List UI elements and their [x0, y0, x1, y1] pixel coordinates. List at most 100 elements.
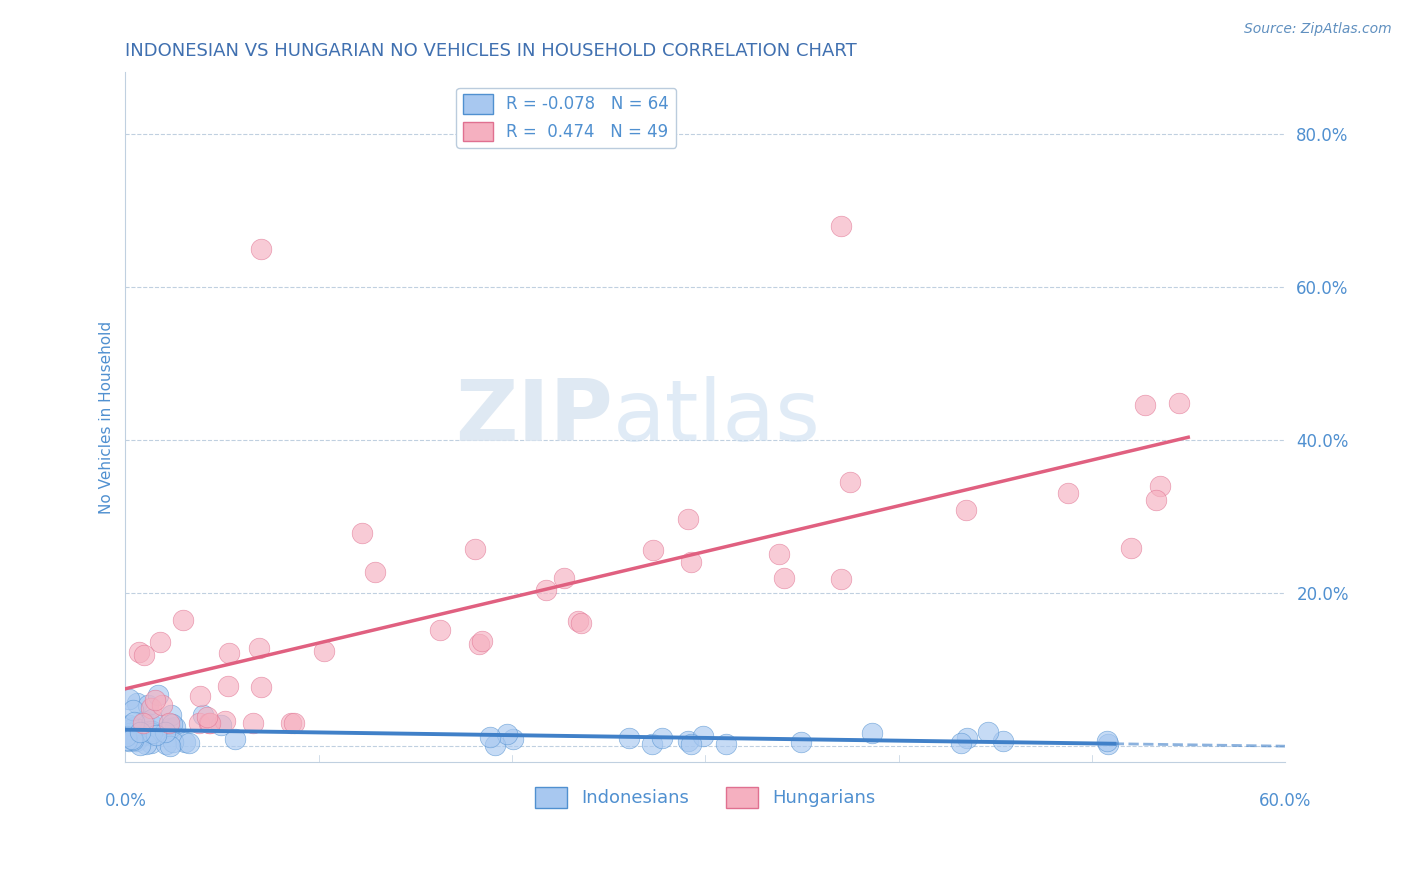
Point	[141, 712, 163, 726]
Text: Source: ZipAtlas.com: Source: ZipAtlas.com	[1244, 22, 1392, 37]
Point	[141, 726, 163, 740]
Point	[197, 716, 219, 731]
Point	[1133, 398, 1156, 412]
Point	[364, 565, 387, 579]
Point	[772, 571, 794, 585]
Point	[692, 729, 714, 743]
Point	[128, 645, 150, 659]
Point	[122, 732, 145, 747]
Point	[125, 696, 148, 710]
Legend: Indonesians, Hungarians: Indonesians, Hungarians	[527, 780, 883, 814]
Point	[143, 692, 166, 706]
Point	[134, 648, 156, 663]
Point	[115, 733, 138, 747]
Point	[160, 717, 183, 731]
Point	[768, 547, 790, 561]
Point	[117, 691, 139, 706]
Point	[496, 727, 519, 741]
Point	[149, 635, 172, 649]
Point	[1119, 541, 1142, 555]
Point	[122, 703, 145, 717]
Point	[429, 623, 451, 637]
Point	[138, 723, 160, 738]
Point	[478, 730, 501, 744]
Point	[118, 726, 141, 740]
Point	[121, 731, 143, 746]
Point	[132, 714, 155, 729]
Point	[567, 614, 589, 628]
Point	[991, 734, 1014, 748]
Point	[679, 737, 702, 751]
Point	[159, 739, 181, 753]
Point	[838, 475, 860, 489]
Point	[955, 503, 977, 517]
Point	[977, 725, 1000, 739]
Point	[124, 714, 146, 729]
Point	[502, 732, 524, 747]
Point	[247, 641, 270, 656]
Point	[860, 725, 883, 739]
Point	[132, 727, 155, 741]
Point	[139, 728, 162, 742]
Point	[118, 722, 141, 736]
Point	[162, 735, 184, 749]
Point	[681, 555, 703, 569]
Point	[141, 723, 163, 738]
Point	[283, 716, 305, 731]
Point	[118, 717, 141, 731]
Point	[172, 613, 194, 627]
Point	[1097, 737, 1119, 751]
Point	[463, 542, 485, 557]
Point	[139, 736, 162, 750]
Point	[115, 729, 138, 743]
Point	[132, 728, 155, 742]
Point	[830, 219, 852, 233]
Point	[155, 724, 177, 739]
Point	[314, 644, 336, 658]
Point	[118, 734, 141, 748]
Point	[157, 716, 180, 731]
Point	[188, 716, 211, 731]
Point	[617, 731, 640, 745]
Point	[145, 728, 167, 742]
Point	[350, 526, 373, 541]
Point	[536, 582, 558, 597]
Point	[678, 512, 700, 526]
Point	[1168, 396, 1191, 410]
Point	[209, 718, 232, 732]
Point	[1095, 734, 1118, 748]
Point	[136, 698, 159, 712]
Text: INDONESIAN VS HUNGARIAN NO VEHICLES IN HOUSEHOLD CORRELATION CHART: INDONESIAN VS HUNGARIAN NO VEHICLES IN H…	[125, 42, 858, 60]
Text: 0.0%: 0.0%	[104, 792, 146, 811]
Point	[484, 738, 506, 752]
Point	[139, 701, 162, 715]
Point	[569, 616, 592, 631]
Text: atlas: atlas	[613, 376, 821, 458]
Point	[468, 637, 491, 651]
Point	[789, 734, 811, 748]
Point	[174, 735, 197, 749]
Point	[1144, 493, 1167, 508]
Point	[132, 716, 155, 731]
Point	[129, 738, 152, 752]
Point	[195, 710, 218, 724]
Y-axis label: No Vehicles in Household: No Vehicles in Household	[100, 320, 114, 514]
Point	[150, 698, 173, 712]
Point	[177, 735, 200, 749]
Point	[830, 573, 852, 587]
Point	[214, 714, 236, 729]
Point	[200, 716, 222, 731]
Point	[651, 731, 673, 745]
Point	[224, 732, 246, 747]
Point	[242, 716, 264, 731]
Point	[1057, 486, 1080, 500]
Point	[641, 738, 664, 752]
Point	[127, 723, 149, 737]
Point	[191, 708, 214, 723]
Point	[135, 737, 157, 751]
Point	[716, 737, 738, 751]
Point	[955, 731, 977, 745]
Point	[163, 720, 186, 734]
Point	[217, 679, 239, 693]
Point	[280, 716, 302, 731]
